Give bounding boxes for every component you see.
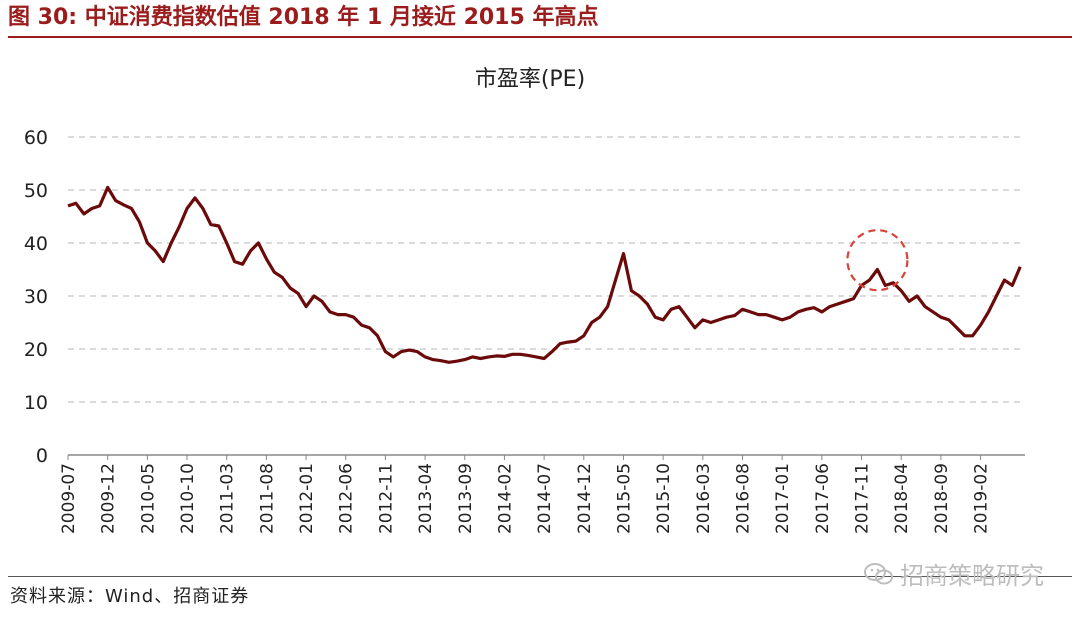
x-tick-label: 2014-12 bbox=[575, 463, 595, 534]
y-tick-label: 60 bbox=[24, 127, 48, 149]
pe-chart-svg: 市盈率(PE) 0 10 20 30 40 50 60 2009-07 2009-12 2010… bbox=[24, 67, 1025, 534]
chart-title: 市盈率(PE) bbox=[475, 67, 585, 92]
watermark: 招商策略研究 bbox=[864, 556, 1044, 591]
pe-chart: 市盈率(PE) 0 10 20 30 40 50 60 2009-07 2009-12 2010… bbox=[0, 40, 1080, 575]
x-tick-label: 2009-12 bbox=[99, 463, 119, 534]
title-divider bbox=[8, 36, 1072, 38]
x-tick-label: 2017-01 bbox=[773, 463, 793, 534]
wechat-icon bbox=[864, 562, 893, 584]
x-tick-label: 2012-11 bbox=[376, 463, 396, 534]
x-tick-label: 2016-03 bbox=[694, 463, 714, 534]
x-tick-label: 2014-07 bbox=[535, 463, 555, 534]
gridlines bbox=[68, 136, 1025, 403]
highlight-circle bbox=[846, 229, 909, 292]
source-divider bbox=[8, 576, 1072, 577]
x-tick-label: 2011-08 bbox=[257, 463, 277, 534]
x-tick-label: 2011-03 bbox=[218, 463, 238, 534]
x-tick-label: 2015-05 bbox=[614, 463, 634, 534]
figure-title: 图 30: 中证消费指数估值 2018 年 1 月接近 2015 年高点 bbox=[8, 5, 599, 30]
x-tick-label: 2017-11 bbox=[853, 463, 873, 534]
y-tick-label: 0 bbox=[36, 445, 48, 467]
x-tick-label: 2010-05 bbox=[138, 463, 158, 534]
y-tick-label: 40 bbox=[24, 233, 48, 255]
x-tick-label: 2017-06 bbox=[813, 463, 833, 534]
y-tick-label: 50 bbox=[24, 180, 48, 202]
series-layer bbox=[67, 185, 1022, 364]
x-tick-label: 2012-06 bbox=[337, 463, 357, 534]
pe-series-line bbox=[67, 185, 1022, 364]
x-tick-label: 2018-04 bbox=[892, 463, 912, 534]
x-tick-label: 2014-02 bbox=[495, 463, 515, 534]
annotation-layer bbox=[846, 229, 909, 292]
y-tick-label: 20 bbox=[24, 339, 48, 361]
x-tick-label: 2019-02 bbox=[972, 463, 992, 534]
x-tick-label: 2012-01 bbox=[297, 463, 317, 534]
y-tick-label: 30 bbox=[24, 286, 48, 308]
x-tick-label: 2016-08 bbox=[734, 463, 754, 534]
x-tick-label: 2013-09 bbox=[456, 463, 476, 534]
x-tick-label: 2013-04 bbox=[416, 463, 436, 534]
x-tick-label: 2009-07 bbox=[59, 463, 79, 534]
x-axis bbox=[67, 454, 1025, 460]
y-tick-labels: 0 10 20 30 40 50 60 bbox=[24, 127, 48, 467]
source-note: 资料来源：Wind、招商证券 bbox=[10, 586, 250, 607]
x-tick-label: 2018-09 bbox=[932, 463, 952, 534]
y-tick-label: 10 bbox=[24, 392, 48, 414]
x-tick-label: 2010-10 bbox=[178, 463, 198, 534]
x-tick-labels: 2009-07 2009-12 2010-05 2010-10 2011-03 2011-… bbox=[59, 463, 992, 534]
watermark-text: 招商策略研究 bbox=[900, 562, 1044, 590]
x-tick-label: 2015-10 bbox=[654, 463, 674, 534]
